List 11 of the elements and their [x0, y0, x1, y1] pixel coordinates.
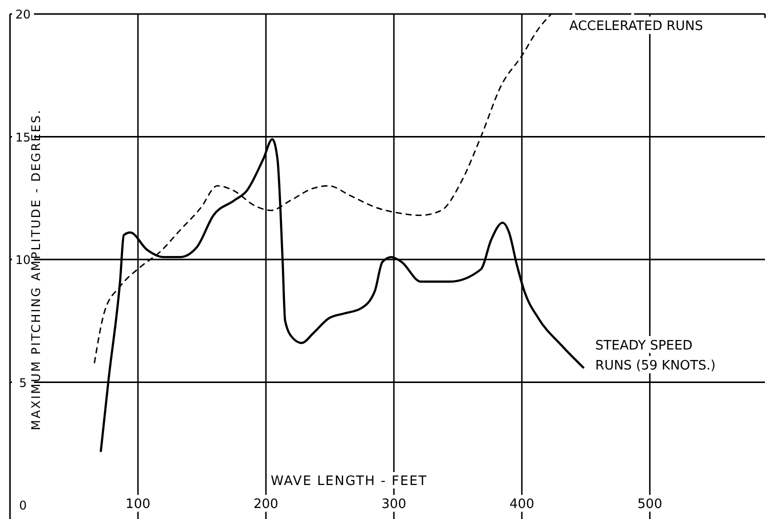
x-tick-label: 100	[126, 497, 150, 512]
y-tick-label: 0	[19, 498, 27, 512]
x-tick-label: 200	[254, 497, 278, 512]
y-tick-label: 10	[15, 253, 31, 267]
x-tick-label: 300	[381, 497, 406, 512]
y-tick-label: 20	[15, 8, 31, 22]
y-tick-label: 5	[19, 376, 27, 390]
y-tick-label: 15	[15, 130, 31, 144]
y-axis-title: MAXIMUM PITCHING AMPLITUDE - DEGREES.	[29, 108, 43, 430]
x-tick-label: 400	[509, 497, 534, 512]
x-tick-label: 500	[637, 497, 662, 512]
